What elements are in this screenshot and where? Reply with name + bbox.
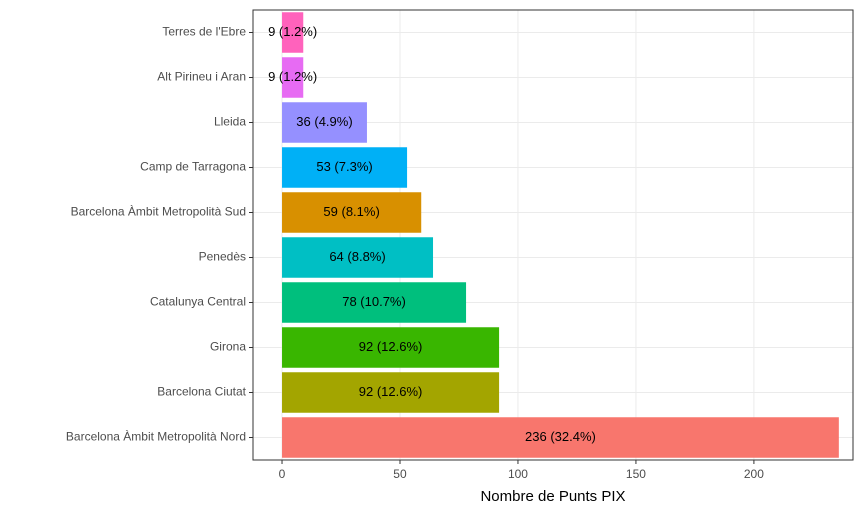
x-axis-title: Nombre de Punts PIX [480,488,625,505]
x-tick-label: 50 [393,467,407,481]
y-tick-label: Penedès [199,250,246,264]
y-tick-label: Catalunya Central [150,295,246,309]
data-label: 78 (10.7%) [342,294,406,309]
bar [282,102,367,143]
data-label: 59 (8.1%) [323,204,379,219]
x-tick-label: 0 [279,467,286,481]
data-label: 9 (1.2%) [268,24,317,39]
data-label: 236 (32.4%) [525,429,596,444]
bar [282,147,408,188]
bar [282,417,839,458]
bar [282,57,304,98]
x-tick-label: 200 [744,467,764,481]
bar [282,12,304,53]
y-tick-label: Barcelona Àmbit Metropolità Sud [71,204,246,219]
y-tick-label: Barcelona Àmbit Metropolità Nord [66,429,246,444]
data-label: 36 (4.9%) [296,114,352,129]
bar [282,237,434,278]
panel-border [252,9,854,461]
data-label: 92 (12.6%) [359,384,423,399]
y-tick-label: Lleida [214,115,246,129]
bar [282,192,422,233]
bar [282,327,500,368]
data-label: 9 (1.2%) [268,69,317,84]
y-tick-label: Alt Pirineu i Aran [157,70,246,84]
y-tick-label: Girona [210,340,246,354]
data-label: 53 (7.3%) [316,159,372,174]
data-label: 64 (8.8%) [329,249,385,264]
bar [282,282,467,323]
y-tick-label: Camp de Tarragona [140,160,246,174]
y-tick-label: Terres de l'Ebre [162,25,246,39]
x-tick-label: 100 [508,467,528,481]
bar [282,372,500,413]
x-tick-label: 150 [626,467,646,481]
y-tick-label: Barcelona Ciutat [157,385,246,399]
data-label: 92 (12.6%) [359,339,423,354]
